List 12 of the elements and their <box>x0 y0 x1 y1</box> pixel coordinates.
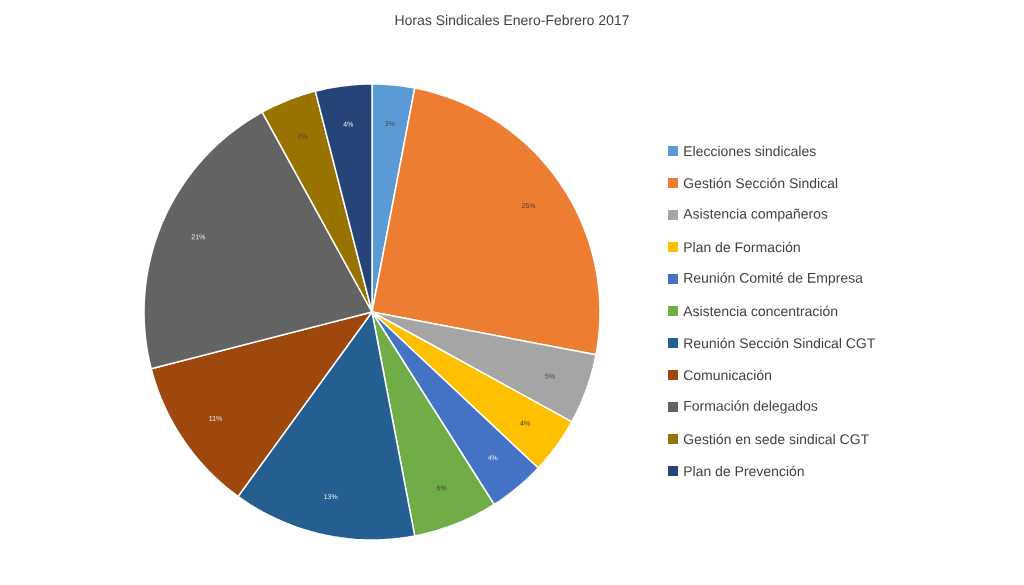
legend-label: Asistencia compañeros <box>683 208 828 222</box>
legend-label: Reunión Sección Sindical CGT <box>684 337 876 349</box>
legend-label: Plan de Formación <box>684 241 800 253</box>
chart-title: Horas Sindicales Enero-Febrero 2017 <box>395 14 629 26</box>
legend-label: Elecciones sindicales <box>684 145 816 157</box>
legend-label: Reunión Comité de Empresa <box>684 272 863 286</box>
legend-label: Gestión en sede sindical CGT <box>683 433 869 445</box>
legend-label: Plan de Prevención <box>684 465 804 477</box>
legend-label: Comunicación <box>683 369 771 381</box>
legend-label: Formación delegados <box>684 400 818 414</box>
legend-label: Gestión Sección Sindical <box>683 177 838 189</box>
legend-label: Asistencia concentración <box>683 305 838 317</box>
